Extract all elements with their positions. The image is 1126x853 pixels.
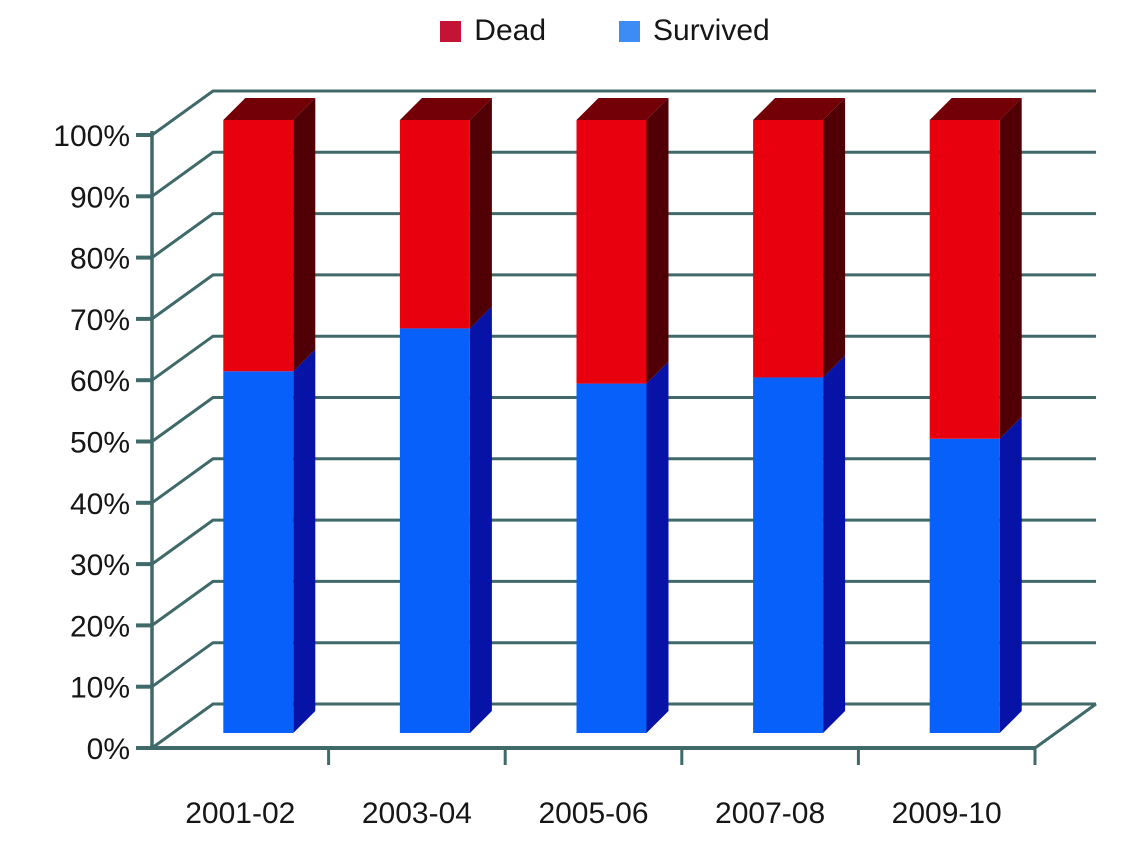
bar-dead-front <box>753 120 824 378</box>
x-axis-label: 2005-06 <box>538 797 648 830</box>
bar-dead-side <box>469 98 492 329</box>
legend-label-survived: Survived <box>653 14 770 47</box>
bar-dead-top <box>753 98 846 120</box>
bar-survived-front <box>576 383 647 733</box>
bar-survived-front <box>753 377 824 733</box>
y-axis-label: 60% <box>70 365 130 398</box>
y-axis-label: 40% <box>70 488 130 521</box>
legend-swatch-dead-icon <box>440 20 462 42</box>
legend-label-dead: Dead <box>474 14 546 47</box>
bar-dead-side <box>999 98 1022 439</box>
x-axis-label: 2001-02 <box>185 797 295 830</box>
bar-survived-front <box>399 328 470 733</box>
y-axis-label: 0% <box>87 733 130 766</box>
y-axis-label: 50% <box>70 427 130 460</box>
y-axis-label: 30% <box>70 549 130 582</box>
legend-item-survived: Survived <box>619 16 770 46</box>
bar-dead-side <box>823 98 846 378</box>
y-axis-label: 20% <box>70 610 130 643</box>
bar-survived-side <box>999 416 1022 733</box>
y-axis-label: 70% <box>70 304 130 337</box>
bar-survived-side <box>823 355 846 733</box>
bar-dead-side <box>646 98 669 384</box>
bar-dead-front <box>399 120 470 329</box>
bar-dead-top <box>223 98 316 120</box>
bar-dead-front <box>223 120 294 372</box>
chart-legend: Dead Survived <box>0 16 1126 46</box>
bar-dead-top <box>399 98 492 120</box>
y-axis-label: 10% <box>70 672 130 705</box>
x-axis-label: 2009-10 <box>892 797 1002 830</box>
bar-dead-front <box>576 120 647 384</box>
legend-swatch-survived-icon <box>619 20 640 42</box>
y-axis-label: 100% <box>53 120 130 153</box>
bar-dead-front <box>929 120 1000 439</box>
x-axis-label: 2003-04 <box>362 797 472 830</box>
bar-survived-front <box>223 371 294 733</box>
legend-item-dead: Dead <box>440 16 546 46</box>
floor-right-edge <box>1034 702 1097 750</box>
bar-survived-side <box>293 349 316 733</box>
bar-dead-top <box>929 98 1022 120</box>
bar-dead-top <box>576 98 669 120</box>
y-axis-label: 90% <box>70 181 130 214</box>
bar-survived-front <box>929 438 1000 733</box>
x-axis-label: 2007-08 <box>715 797 825 830</box>
bar-survived-side <box>469 306 492 733</box>
y-axis-label: 80% <box>70 243 130 276</box>
bar-dead-side <box>293 98 316 372</box>
bar-survived-side <box>646 361 669 733</box>
gridline <box>151 89 1096 137</box>
